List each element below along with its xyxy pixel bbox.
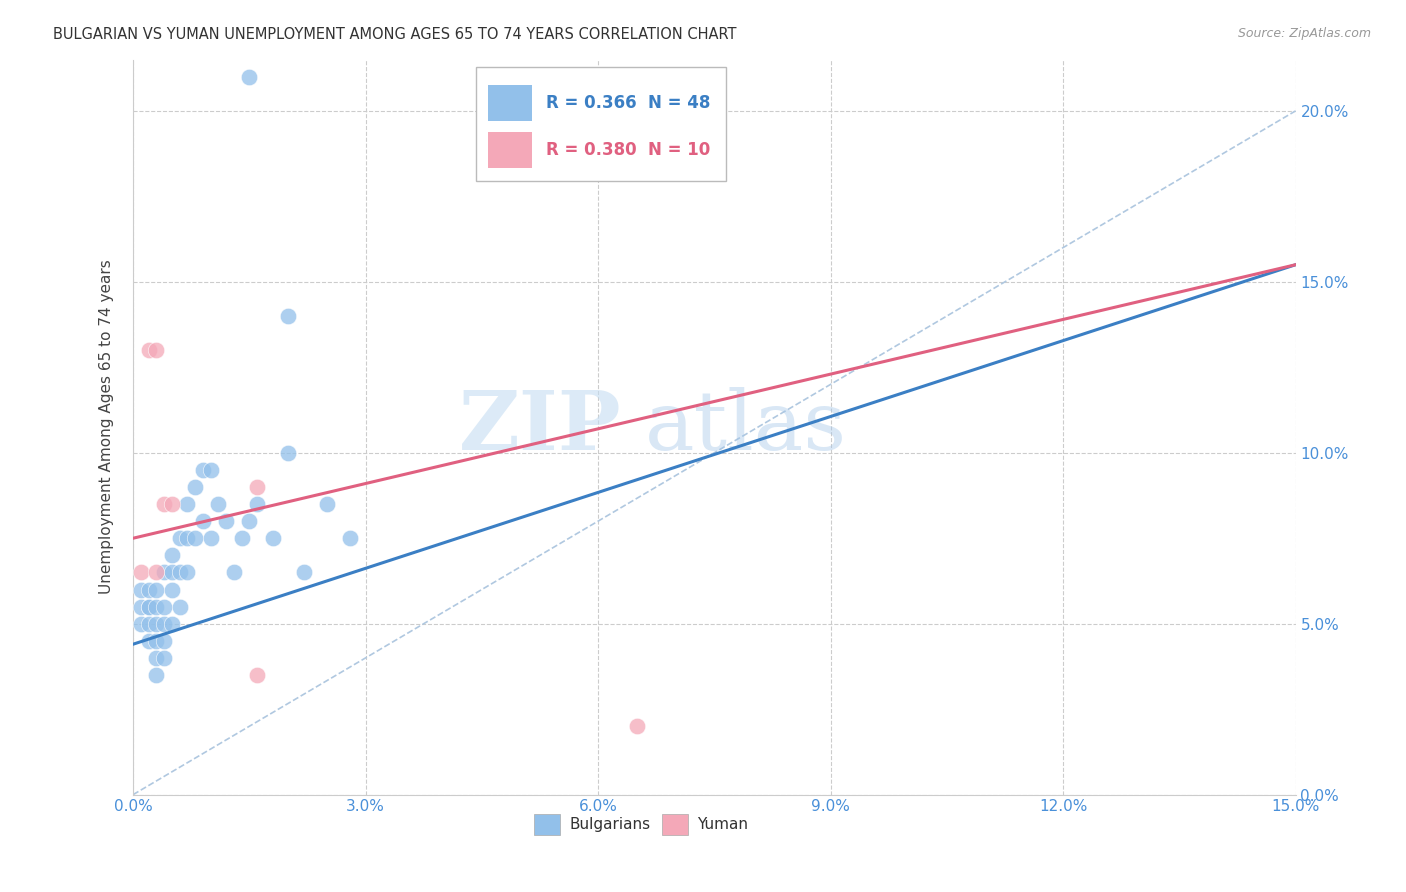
Point [160, 549, 183, 563]
Text: Bulgarians: Bulgarians [569, 817, 650, 832]
Point [138, 599, 160, 614]
Text: ZIP: ZIP [458, 387, 621, 467]
Point [277, 309, 299, 323]
Point [138, 633, 160, 648]
Point [138, 599, 160, 614]
Point [153, 651, 176, 665]
FancyBboxPatch shape [477, 67, 725, 181]
Point [169, 599, 191, 614]
Text: Source: ZipAtlas.com: Source: ZipAtlas.com [1237, 27, 1371, 40]
Text: BULGARIAN VS YUMAN UNEMPLOYMENT AMONG AGES 65 TO 74 YEARS CORRELATION CHART: BULGARIAN VS YUMAN UNEMPLOYMENT AMONG AG… [53, 27, 737, 42]
Text: Yuman: Yuman [697, 817, 748, 832]
Point [292, 566, 315, 580]
Text: N = 10: N = 10 [648, 141, 710, 159]
Point [145, 599, 167, 614]
Point [191, 463, 214, 477]
Point [246, 497, 269, 511]
Point [215, 514, 238, 528]
Text: atlas: atlas [644, 387, 846, 467]
Point [200, 463, 222, 477]
Point [184, 480, 207, 494]
Point [222, 566, 245, 580]
Point [169, 531, 191, 545]
Point [238, 70, 260, 84]
Point [160, 582, 183, 597]
Point [246, 668, 269, 682]
Point [145, 566, 167, 580]
Point [176, 566, 198, 580]
Point [129, 582, 152, 597]
Point [626, 719, 648, 733]
Point [138, 582, 160, 597]
Text: N = 48: N = 48 [648, 94, 710, 112]
Point [176, 497, 198, 511]
Point [339, 531, 361, 545]
Point [191, 514, 214, 528]
Text: R = 0.380: R = 0.380 [546, 141, 637, 159]
Point [315, 497, 337, 511]
FancyBboxPatch shape [488, 86, 531, 120]
FancyBboxPatch shape [534, 814, 560, 835]
Text: R = 0.366: R = 0.366 [546, 94, 637, 112]
Point [145, 651, 167, 665]
Point [153, 599, 176, 614]
Point [145, 343, 167, 358]
Point [153, 616, 176, 631]
Point [138, 343, 160, 358]
Point [145, 633, 167, 648]
Point [688, 138, 710, 153]
FancyBboxPatch shape [662, 814, 688, 835]
Point [200, 531, 222, 545]
Point [277, 446, 299, 460]
Point [129, 616, 152, 631]
Point [238, 514, 260, 528]
Point [145, 668, 167, 682]
Point [160, 497, 183, 511]
Point [129, 566, 152, 580]
Point [207, 497, 229, 511]
Point [184, 531, 207, 545]
Point [145, 582, 167, 597]
Point [169, 566, 191, 580]
Point [145, 616, 167, 631]
FancyBboxPatch shape [488, 132, 531, 168]
Point [176, 531, 198, 545]
Point [160, 616, 183, 631]
Point [262, 531, 284, 545]
Point [138, 616, 160, 631]
Point [129, 599, 152, 614]
Point [160, 566, 183, 580]
Point [246, 480, 269, 494]
Point [153, 497, 176, 511]
Point [153, 633, 176, 648]
Point [231, 531, 253, 545]
Y-axis label: Unemployment Among Ages 65 to 74 years: Unemployment Among Ages 65 to 74 years [100, 260, 114, 594]
Point [153, 566, 176, 580]
